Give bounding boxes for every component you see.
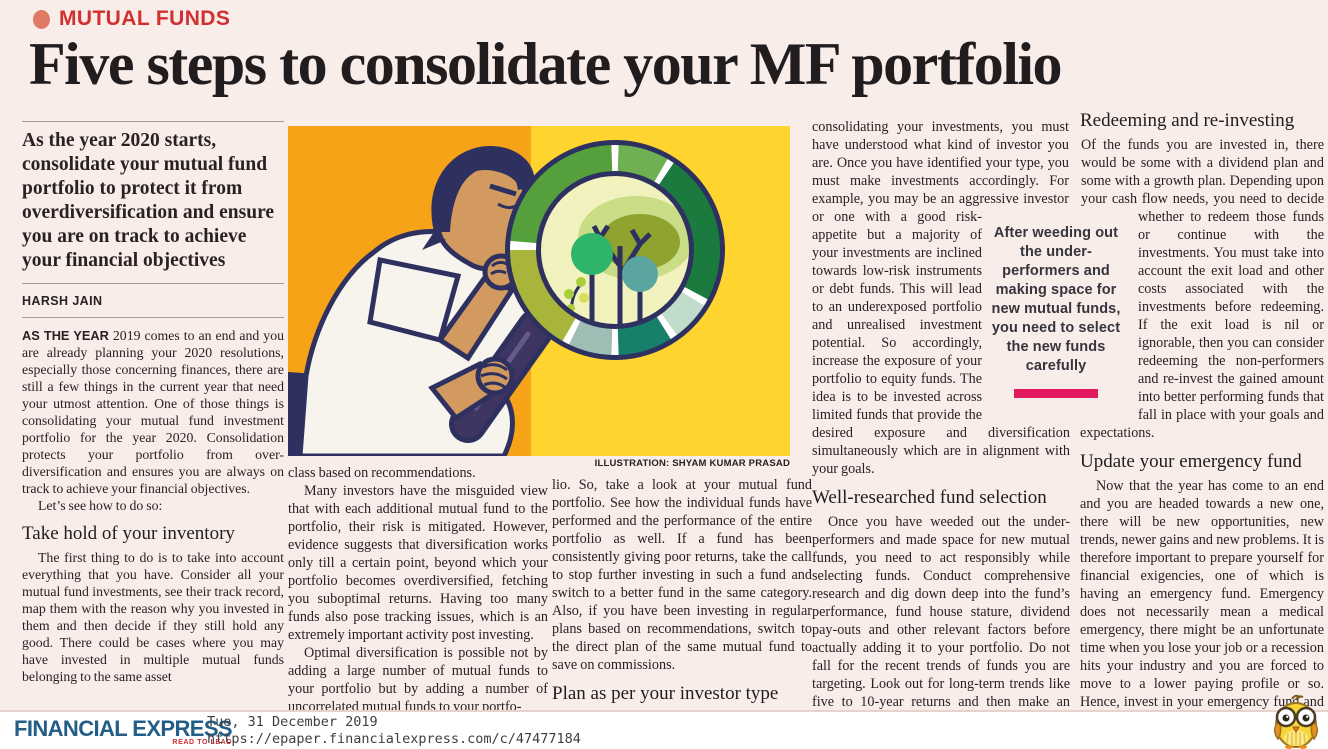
owl-svg [1274, 694, 1318, 749]
column-3: lio. So, take a look at your mutual fund… [552, 476, 812, 727]
article-headline: Five steps to consolidate your MF portfo… [29, 31, 1063, 97]
paragraph-text: Of the funds you are invested in, there … [1080, 137, 1324, 441]
column-1: As the year 2020 starts, consolidate you… [22, 121, 284, 685]
epaper-footer: FINANCIAL EXPRESS READ TO LEAD Tue, 31 D… [0, 710, 1328, 749]
paragraph: Of the funds you are invested in, there … [1080, 136, 1324, 442]
pull-quote-text: After weeding out the under-performers a… [991, 225, 1121, 374]
section-heading-inventory: Take hold of your inventory [22, 523, 235, 544]
divider [22, 121, 284, 122]
paragraph-text: consolidating your investments, you must… [812, 119, 1070, 477]
section-heading-emergency-fund: Update your emergency fund [1080, 451, 1302, 472]
wrap-spacer [1069, 118, 1070, 220]
illustration-man-magnifier [288, 126, 790, 456]
clipping-meta: Tue, 31 December 2019 https://epaper.fin… [207, 714, 581, 748]
section-heading-investor-type: Plan as per your investor type [552, 683, 779, 704]
logo-tagline: READ TO LEAD [172, 739, 232, 746]
financial-express-logo: FINANCIAL EXPRESS READ TO LEAD [14, 716, 233, 747]
section-kicker: MUTUAL FUNDS [33, 7, 230, 31]
paragraph: AS THE YEAR 2019 comes to an end and you… [22, 327, 284, 497]
column-5: Redeeming and re-investing Of the funds … [1080, 110, 1324, 749]
divider [22, 317, 284, 318]
paragraph: lio. So, take a look at your mutual fund… [552, 477, 812, 673]
paragraph: Let’s see how to do so: [38, 498, 163, 513]
lead-in: AS THE YEAR [22, 328, 109, 343]
paragraph: Many investors have the misguided view t… [288, 483, 548, 643]
section-heading-redeeming: Redeeming and re-investing [1080, 110, 1295, 131]
clipping-date: Tue, 31 December 2019 [207, 714, 378, 730]
paragraph: class based on recommendations. [288, 465, 476, 481]
clipping-url[interactable]: https://epaper.financialexpress.com/c/47… [207, 731, 581, 747]
paragraph: Now that the year has come to an end and… [1080, 478, 1324, 728]
paragraph: The first thing to do is to take into ac… [22, 550, 284, 684]
pull-quote-bar [1014, 389, 1098, 398]
divider [22, 283, 284, 284]
illustration-credit: ILLUSTRATION: SHYAM KUMAR PRASAD [594, 458, 790, 469]
paragraph: Once you have weeded out the under-perfo… [812, 514, 1070, 749]
paragraph: Optimal diversification is possible not … [288, 645, 548, 715]
section-dot-icon [33, 9, 50, 29]
paragraph: consolidating your investments, you must… [812, 118, 1070, 478]
logo-text: FINANCIAL EXPRESS [14, 716, 233, 741]
column-4: consolidating your investments, you must… [812, 118, 1070, 749]
byline: HARSH JAIN [22, 294, 103, 308]
illustration-svg [288, 126, 790, 456]
paragraph-text: 2019 comes to an end and you are already… [22, 328, 284, 496]
section-heading-fund-selection: Well-researched fund selection [812, 487, 1047, 508]
standfirst: As the year 2020 starts, consolidate you… [22, 130, 275, 271]
pull-quote: After weeding out the under-performers a… [986, 224, 1126, 398]
owl-mascot-icon [1270, 693, 1322, 749]
column-2: class based on recommendations. Many inv… [288, 464, 548, 716]
section-label: MUTUAL FUNDS [59, 7, 231, 30]
